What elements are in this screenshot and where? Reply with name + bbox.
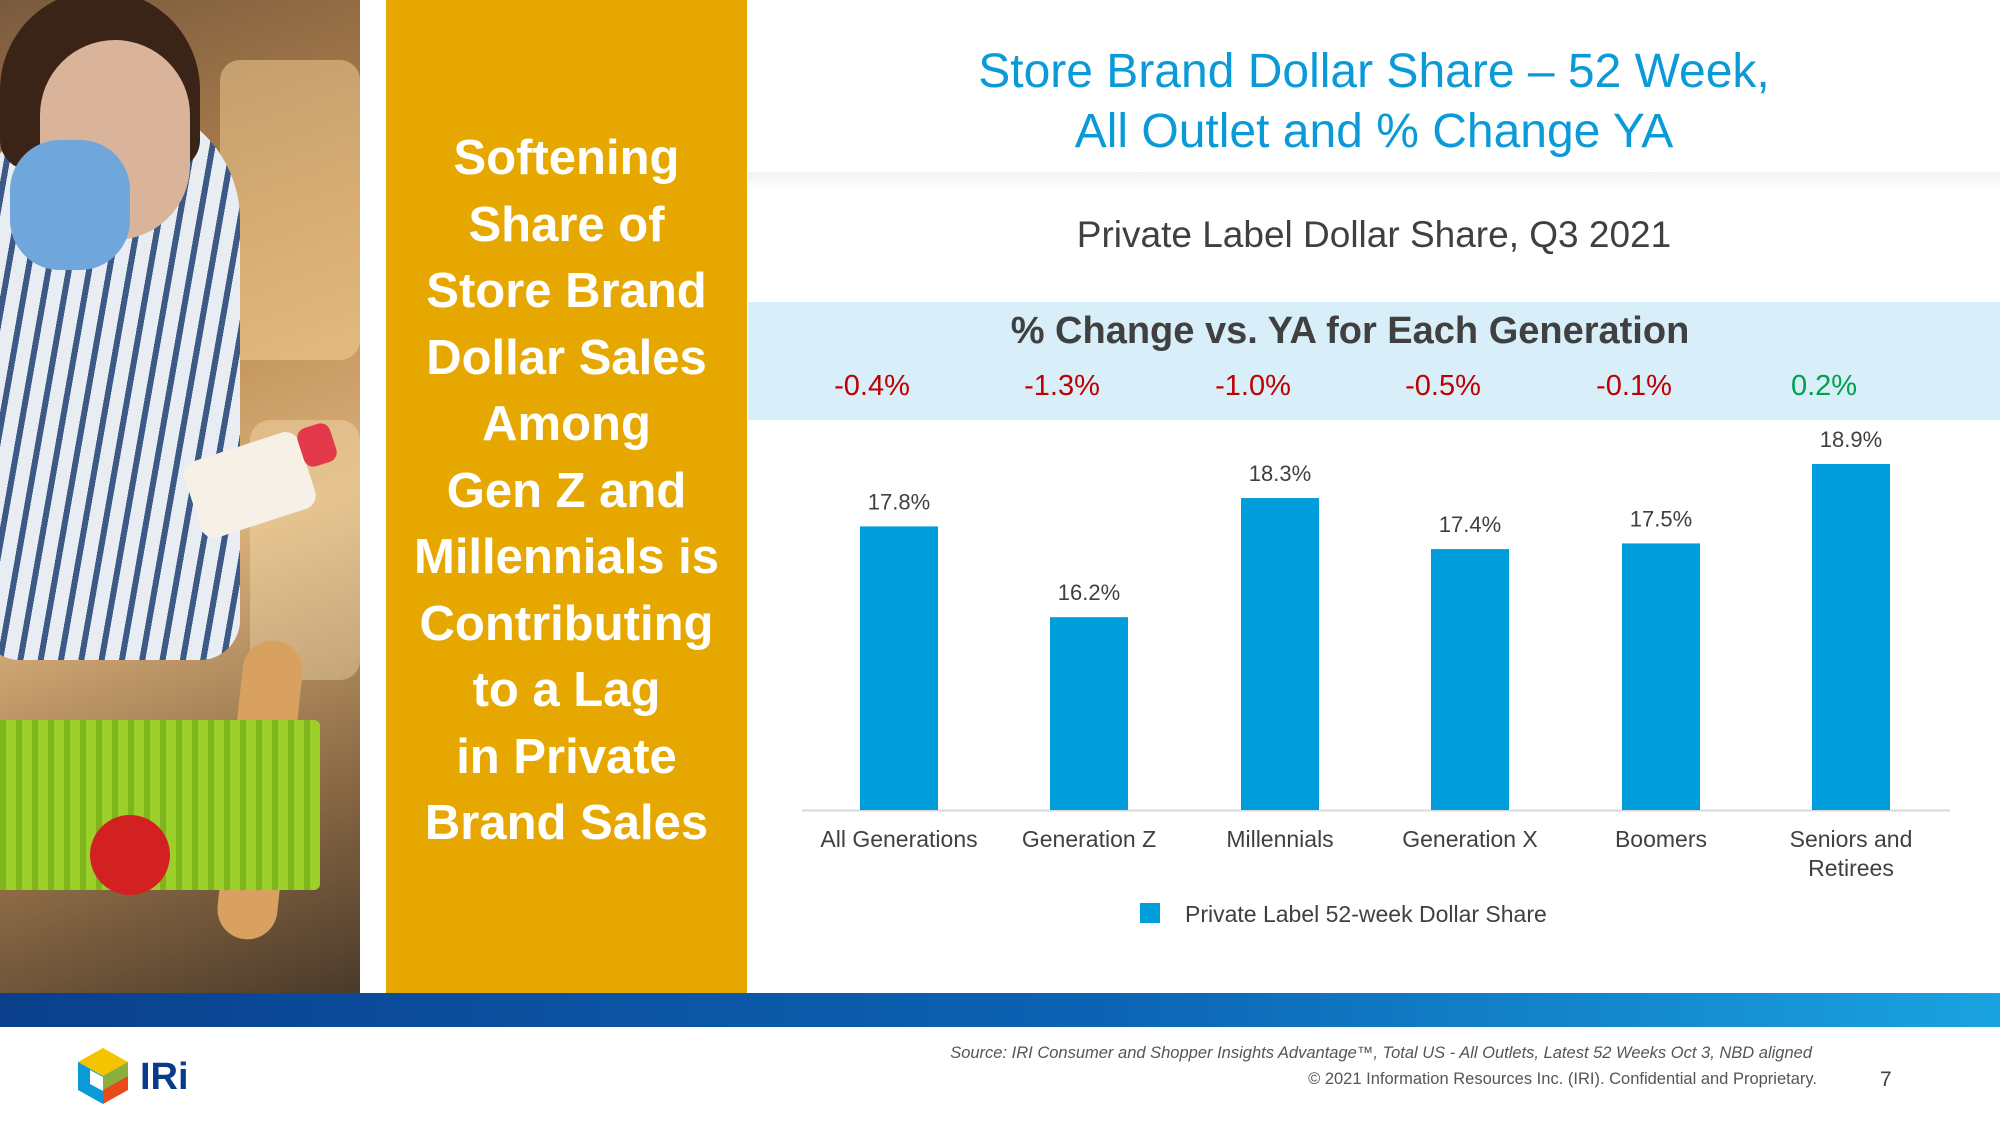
pct-change-value: -0.5% [1405,370,1481,402]
photo-bokeh [220,60,360,360]
headline-panel: Softening Share of Store Brand Dollar Sales… [386,0,747,993]
headline-line: Contributing [419,596,714,651]
x-tick-label: All Generations [820,826,977,852]
photo-face-mask [10,140,130,270]
headline-line: Millennials is [414,530,719,584]
shopper-photo [0,0,360,993]
source-note: Source: IRI Consumer and Shopper Insight… [950,1044,1812,1062]
x-tick-label: Generation Z [1022,826,1156,852]
x-tick-label: Generation X [1402,826,1538,852]
bar-data-label: 18.9% [1820,427,1882,452]
headline-line: Dollar Sales [426,330,707,385]
bar-data-label: 17.8% [868,489,930,514]
pct-change-value: -1.0% [1215,370,1291,402]
change-band-title: % Change vs. YA for Each Generation [1010,310,1690,352]
bar-data-label: 17.5% [1630,506,1692,531]
photo-red-pepper [90,815,170,895]
legend-label: Private Label 52-week Dollar Share [1185,901,1547,927]
bar [1241,498,1319,810]
headline-line: Brand Sales [424,796,709,850]
headline-line: to a Lag [472,663,661,717]
headline-line: Gen Z and [446,463,687,518]
page-number: 7 [1880,1068,1892,1091]
bar [1050,617,1128,810]
bar [1431,549,1509,810]
title-divider [748,172,2000,190]
legend-swatch [1140,903,1160,923]
headline-line: Softening [453,131,680,185]
iri-logo-text: IRi [140,1056,189,1098]
bar [1812,464,1890,810]
title-line-1: Store Brand Dollar Share – 52 Week, [978,45,1770,98]
x-tick-label: Millennials [1226,826,1333,852]
bar [860,526,938,810]
headline-line: Store Brand [426,264,707,318]
headline-line: Among [482,397,651,451]
headline-text: Softening Share of Store Brand Dollar Sales… [386,125,747,857]
slide-title: Store Brand Dollar Share – 52 Week, All … [748,42,2000,162]
headline-line: in Private [456,729,677,784]
title-line-2: All Outlet and % Change YA [1074,105,1674,158]
pct-change-value: -1.3% [1024,370,1100,402]
pct-change-value: 0.2% [1790,370,1858,402]
pct-change-value: -0.1% [1596,370,1672,402]
x-tick-label: Retirees [1808,855,1894,881]
copyright-note: © 2021 Information Resources Inc. (IRI).… [1308,1070,1817,1088]
bar-data-label: 16.2% [1058,580,1120,605]
bar-data-label: 18.3% [1249,461,1311,486]
x-tick-label: Seniors and [1790,826,1913,852]
pct-change-value: -0.4% [834,370,910,402]
bar-data-label: 17.4% [1439,512,1501,537]
change-band: % Change vs. YA for Each Generation -0.4… [748,302,2000,420]
chart-subtitle: Private Label Dollar Share, Q3 2021 [1076,214,1672,255]
bar [1622,543,1700,810]
footer-bar [0,993,2000,1027]
bar-chart: 17.8% All Generations 16.2% Generation Z 18.… [802,427,1950,927]
x-tick-label: Boomers [1615,826,1707,852]
iri-cube-icon [78,1048,128,1104]
headline-line: Share of [468,197,665,252]
